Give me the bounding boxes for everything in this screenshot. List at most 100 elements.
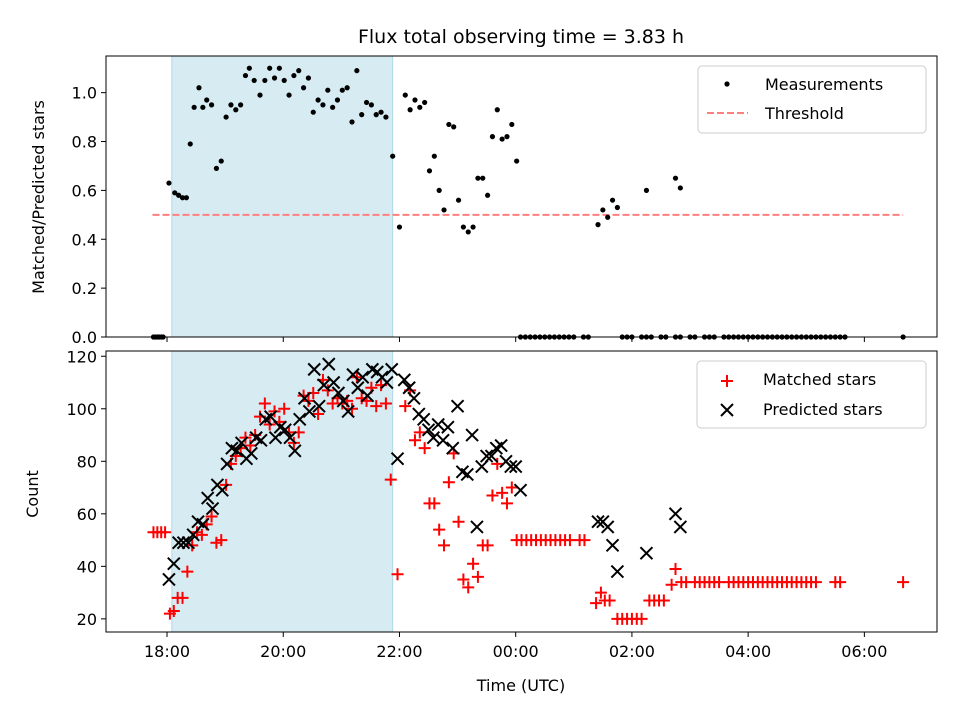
predicted-star-point xyxy=(196,517,210,532)
predicted-star-point xyxy=(591,514,605,529)
matched-star-point xyxy=(665,578,678,591)
measurement-point xyxy=(315,97,321,103)
measurement-point xyxy=(609,197,616,203)
matched-star-point xyxy=(418,442,431,455)
top-y-tick-label: 0.4 xyxy=(72,230,97,249)
measurement-point xyxy=(455,197,462,203)
predicted-star-point xyxy=(390,451,405,466)
predicted-star-point xyxy=(283,430,297,445)
top-y-tick-label: 0.2 xyxy=(72,279,97,298)
predicted-star-point xyxy=(244,446,258,461)
measurement-point xyxy=(296,68,302,74)
predicted-star-point xyxy=(355,370,370,384)
bottom-legend: Matched stars Predicted stars xyxy=(696,360,927,429)
measurement-point xyxy=(191,104,197,110)
predicted-star-point xyxy=(470,520,484,534)
predicted-star-point xyxy=(297,391,312,405)
predicted-star-point xyxy=(673,520,688,534)
predicted-star-point xyxy=(167,557,181,571)
predicted-star-point xyxy=(421,423,436,437)
predicted-star-point xyxy=(326,375,341,390)
predicted-star-point xyxy=(215,483,229,497)
x-tick-label: 20:00 xyxy=(260,642,306,661)
bottom-y-axis-label: Count xyxy=(23,470,42,518)
predicted-star-point xyxy=(171,536,186,550)
measurement-point xyxy=(339,87,345,93)
predicted-star-point xyxy=(351,381,365,395)
matched-star-point xyxy=(594,586,607,599)
predicted-star-point xyxy=(181,536,196,550)
predicted-star-point xyxy=(416,412,431,426)
top-chart-panel: 0.0 0.2 0.4 0.6 0.8 1.0 xyxy=(72,55,938,347)
matched-star-point xyxy=(452,515,465,528)
predicted-star-point xyxy=(397,373,412,387)
measurement-point xyxy=(291,72,297,79)
predicted-star-point xyxy=(465,428,479,442)
predicted-star-point xyxy=(441,420,455,434)
x-tick-label: 02:00 xyxy=(609,642,655,661)
measurement-point xyxy=(446,121,452,128)
predicted-star-point xyxy=(639,546,654,560)
measurement-point xyxy=(470,224,476,230)
measurement-point xyxy=(460,224,466,230)
measurement-point xyxy=(363,99,370,106)
matched-star-point xyxy=(491,457,504,470)
measurement-point xyxy=(595,222,601,228)
measurement-point xyxy=(183,195,189,201)
measurement-point xyxy=(354,68,360,74)
measurement-point xyxy=(330,104,336,110)
predicted-star-point xyxy=(407,391,421,405)
predicted-star-point xyxy=(307,362,321,377)
top-y-tick-label: 0.8 xyxy=(72,133,97,152)
matched-star-point xyxy=(669,562,682,575)
matched-star-point xyxy=(481,539,494,552)
bottom-y-tick-label: 40 xyxy=(77,557,97,576)
measurement-point xyxy=(431,153,437,159)
measurement-point xyxy=(643,187,650,193)
measurement-point xyxy=(383,114,389,120)
observing-span xyxy=(171,351,393,632)
top-legend-box xyxy=(697,65,927,134)
measurement-point xyxy=(605,214,611,220)
bottom-y-tick-label: 120 xyxy=(66,347,97,366)
measurement-point xyxy=(320,102,326,108)
measurement-point xyxy=(480,175,486,181)
predicted-star-point xyxy=(288,444,302,458)
matched-star-point xyxy=(176,591,189,604)
matched-star-point xyxy=(834,576,847,589)
measurement-point xyxy=(465,229,471,235)
measurement-point xyxy=(325,87,331,93)
measurement-point xyxy=(166,180,172,186)
measurement-point xyxy=(485,192,491,198)
matched-star-point xyxy=(278,402,291,415)
predicted-star-point xyxy=(230,444,244,458)
matched-star-point xyxy=(578,534,591,547)
bottom-chart-panel: 20 40 60 80 100 120 18:00 20:00 22:00 00:00 02:00 0… xyxy=(66,347,938,661)
top-legend: Measurements Threshold xyxy=(697,65,927,134)
measurement-point xyxy=(238,102,244,108)
bottom-plot-frame xyxy=(105,350,938,633)
measurement-point xyxy=(257,92,263,98)
matched-star-point xyxy=(486,489,499,502)
matched-star-point xyxy=(438,539,451,552)
predicted-star-point xyxy=(446,441,460,455)
predicted-star-point xyxy=(268,430,283,445)
matched-star-point xyxy=(159,526,172,539)
measurement-point xyxy=(672,175,679,181)
matched-star-point xyxy=(809,576,822,589)
measurement-point xyxy=(233,107,239,113)
measurement-point xyxy=(300,85,307,91)
predicted-star-point xyxy=(513,483,528,497)
measurement-point xyxy=(509,121,515,128)
measurement-point xyxy=(359,112,365,118)
predicted-star-point xyxy=(385,362,399,377)
top-y-tick-label: 0.0 xyxy=(72,328,97,347)
matched-star-point xyxy=(462,581,475,594)
predicted-star-point xyxy=(162,572,176,587)
measurement-point xyxy=(489,134,496,140)
measurement-point xyxy=(172,190,178,196)
predicted-star-point xyxy=(302,404,317,419)
measurement-point xyxy=(349,119,355,125)
measurement-point xyxy=(373,112,379,118)
x-tick-label: 18:00 xyxy=(144,642,190,661)
